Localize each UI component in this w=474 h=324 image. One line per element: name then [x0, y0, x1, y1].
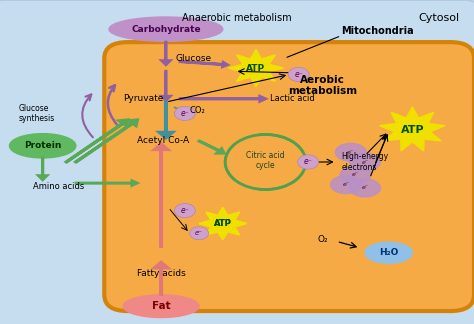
Text: ATP: ATP [246, 64, 265, 73]
Polygon shape [199, 207, 246, 240]
Text: ATP: ATP [214, 219, 232, 228]
Text: e⁻: e⁻ [294, 70, 303, 79]
Ellipse shape [350, 179, 380, 197]
Text: Acetyl Co-A: Acetyl Co-A [137, 136, 190, 145]
Text: e⁻: e⁻ [352, 172, 359, 178]
FancyArrow shape [199, 141, 224, 153]
Circle shape [298, 155, 319, 169]
Text: Carbohydrate: Carbohydrate [131, 25, 201, 34]
Text: ATP: ATP [214, 219, 232, 228]
FancyArrow shape [76, 120, 137, 162]
Text: e⁻: e⁻ [181, 206, 189, 215]
Text: Anaerobic metabolism: Anaerobic metabolism [182, 13, 292, 23]
Circle shape [288, 67, 309, 82]
Text: Amino acids: Amino acids [33, 182, 84, 191]
Ellipse shape [365, 242, 412, 263]
Polygon shape [380, 107, 445, 151]
Text: High-energy
electrons: High-energy electrons [341, 152, 388, 172]
Text: CO₂: CO₂ [190, 106, 205, 115]
Text: e⁻: e⁻ [181, 109, 189, 118]
Text: Mitochondria: Mitochondria [341, 26, 414, 36]
Text: Fat: Fat [152, 301, 171, 311]
Ellipse shape [336, 143, 366, 161]
Ellipse shape [109, 17, 223, 41]
Text: Citric acid
cycle: Citric acid cycle [246, 151, 285, 170]
Text: Glucose
synthesis: Glucose synthesis [19, 104, 55, 123]
Text: O₂: O₂ [317, 235, 328, 244]
FancyArrow shape [162, 71, 170, 100]
FancyArrow shape [155, 262, 167, 294]
Text: e⁻: e⁻ [304, 157, 312, 167]
Text: ATP: ATP [401, 125, 424, 134]
Text: Glucose: Glucose [175, 54, 211, 63]
Text: Pyruvate: Pyruvate [123, 94, 164, 103]
Ellipse shape [350, 153, 380, 171]
Text: Fatty acids: Fatty acids [137, 269, 185, 278]
FancyArrow shape [160, 102, 172, 138]
Circle shape [190, 227, 209, 240]
Polygon shape [199, 207, 246, 240]
Text: e⁻: e⁻ [342, 182, 350, 187]
Polygon shape [228, 49, 283, 87]
FancyArrow shape [38, 158, 47, 180]
FancyArrow shape [155, 144, 167, 246]
Text: e⁻: e⁻ [361, 185, 369, 191]
Ellipse shape [123, 295, 199, 318]
Circle shape [174, 106, 195, 121]
FancyArrow shape [66, 120, 128, 162]
Text: e⁻: e⁻ [195, 230, 203, 236]
FancyArrow shape [180, 62, 228, 67]
FancyBboxPatch shape [104, 42, 474, 311]
FancyArrow shape [180, 96, 265, 101]
Text: Cytosol: Cytosol [419, 13, 460, 23]
Text: H₂O: H₂O [379, 248, 398, 257]
FancyArrow shape [162, 42, 170, 65]
Ellipse shape [340, 166, 371, 184]
Ellipse shape [331, 176, 361, 194]
Text: Lactic acid: Lactic acid [270, 94, 315, 103]
Text: e⁻: e⁻ [347, 150, 355, 155]
Text: e⁻: e⁻ [361, 159, 369, 165]
Ellipse shape [9, 133, 76, 158]
Circle shape [174, 203, 195, 218]
Text: Aerobic
metabolism: Aerobic metabolism [288, 75, 357, 96]
FancyArrow shape [76, 180, 137, 186]
Text: Protein: Protein [24, 141, 61, 150]
